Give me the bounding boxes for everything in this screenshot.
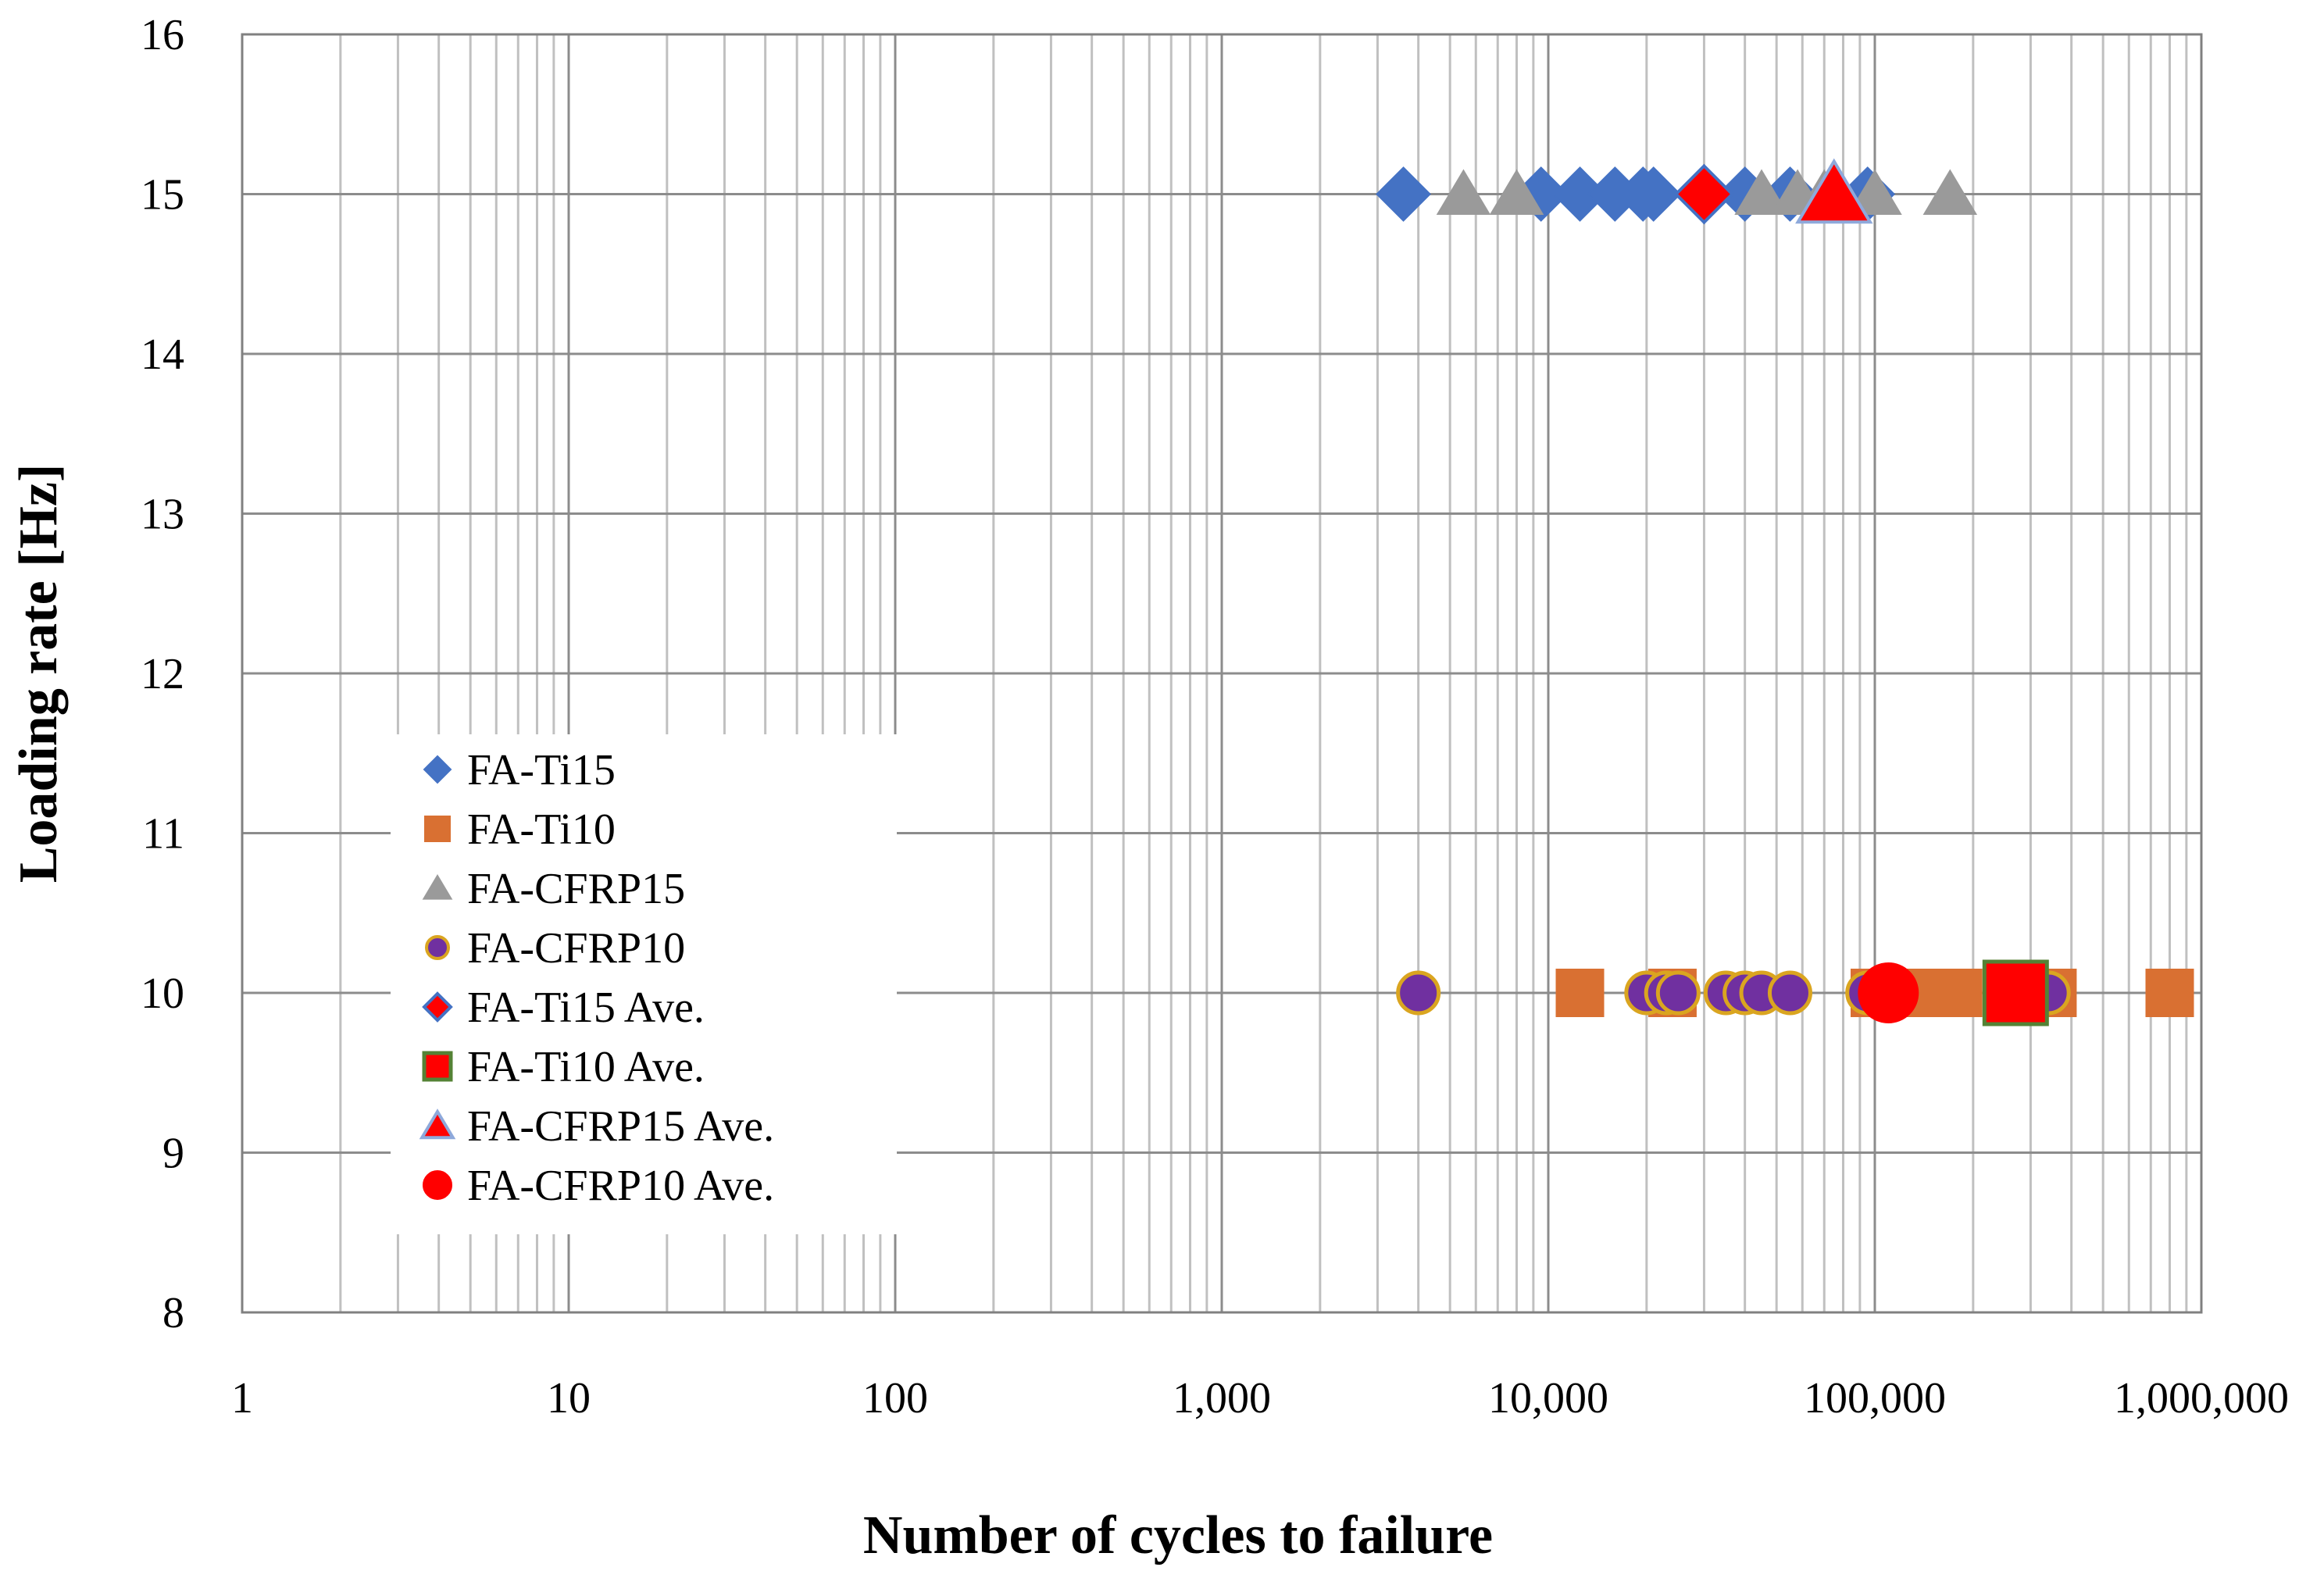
legend: FA-Ti15 FA-Ti10 FA-CFRP15 FA-CFRP10 FA-Ti15 …: [391, 734, 897, 1234]
data-point: [1626, 166, 1682, 222]
legend-marker: [419, 1109, 456, 1140]
data-point: [1847, 169, 1902, 215]
legend-item: FA-CFRP10 Ave.: [423, 1162, 774, 1210]
data-point: [1655, 970, 1701, 1016]
x-tick-label: 1,000,000: [2114, 1374, 2289, 1423]
legend-marker: [424, 816, 451, 842]
legend-background: [391, 734, 897, 1234]
x-tick-label: 100,000: [1804, 1374, 1946, 1423]
legend-label: FA-Ti15 Ave.: [467, 984, 705, 1032]
series-fa-cfrp15-ave: [1795, 158, 1873, 224]
legend-label: FA-CFRP10 Ave.: [467, 1162, 774, 1210]
legend-label: FA-CFRP10: [467, 924, 685, 973]
data-point: [2145, 969, 2194, 1017]
data-point: [1436, 169, 1491, 215]
legend-label: FA-CFRP15 Ave.: [467, 1102, 774, 1151]
y-tick-label: 13: [141, 491, 184, 539]
y-tick-label: 14: [141, 330, 184, 379]
legend-label: FA-Ti15: [467, 746, 616, 794]
data-point: [1982, 959, 2049, 1026]
x-tick-label: 1: [231, 1374, 253, 1423]
legend-label: FA-Ti10: [467, 805, 616, 854]
legend-marker: [425, 935, 450, 960]
x-tick-label: 1,000: [1173, 1374, 1271, 1423]
legend-item: FA-CFRP15 Ave.: [419, 1102, 774, 1151]
series-fa-ti10-ave: [1982, 959, 2049, 1026]
data-point: [1767, 970, 1812, 1016]
y-tick-label: 12: [141, 650, 184, 698]
data-point: [1858, 962, 1919, 1023]
legend-item: FA-CFRP15: [422, 865, 685, 913]
y-tick-label: 15: [141, 171, 184, 220]
series-fa-ti15-ave: [1673, 163, 1735, 225]
y-tick-label: 10: [141, 969, 184, 1018]
y-axis-tick-labels: 8 9 10 11 12 13 14 15 16: [141, 11, 184, 1337]
x-axis-title: Number of cycles to failure: [863, 1505, 1493, 1566]
legend-marker: [423, 755, 452, 784]
data-point: [1396, 970, 1441, 1016]
y-axis-title: Loading rate [Hz]: [9, 464, 69, 884]
legend-marker: [422, 874, 453, 900]
y-tick-label: 11: [142, 810, 184, 859]
data-point: [1734, 169, 1789, 215]
legend-item: FA-Ti15: [423, 746, 616, 794]
data-point: [1933, 969, 1983, 1017]
legend-marker: [423, 1170, 452, 1200]
data-point: [1489, 169, 1544, 215]
series-fa-cfrp10-ave: [1858, 962, 1919, 1023]
legend-item: FA-Ti15 Ave.: [422, 984, 705, 1032]
x-tick-label: 10: [547, 1374, 591, 1423]
y-tick-label: 8: [162, 1289, 184, 1337]
legend-label: FA-Ti10 Ave.: [467, 1043, 705, 1091]
x-tick-label: 10,000: [1488, 1374, 1608, 1423]
legend-item: FA-Ti10: [424, 805, 616, 854]
data-point: [1555, 969, 1605, 1017]
legend-item: FA-CFRP10: [425, 924, 685, 973]
legend-marker: [422, 991, 453, 1023]
plot-area-frame: [241, 33, 2203, 1314]
data-point: [1922, 169, 1978, 215]
data-point: [1795, 158, 1873, 224]
legend-marker: [422, 1051, 453, 1082]
legend-item: FA-Ti10 Ave.: [422, 1043, 705, 1091]
data-points: [1376, 158, 2194, 1026]
x-axis-tick-labels: 1 10 100 1,000 10,000 100,000 1,000,000: [231, 1374, 2289, 1423]
legend-label: FA-CFRP15: [467, 865, 685, 913]
y-tick-label: 16: [141, 11, 184, 59]
y-tick-label: 9: [162, 1130, 184, 1178]
data-point: [1673, 163, 1735, 225]
data-point: [1376, 166, 1431, 222]
x-tick-label: 100: [862, 1374, 928, 1423]
